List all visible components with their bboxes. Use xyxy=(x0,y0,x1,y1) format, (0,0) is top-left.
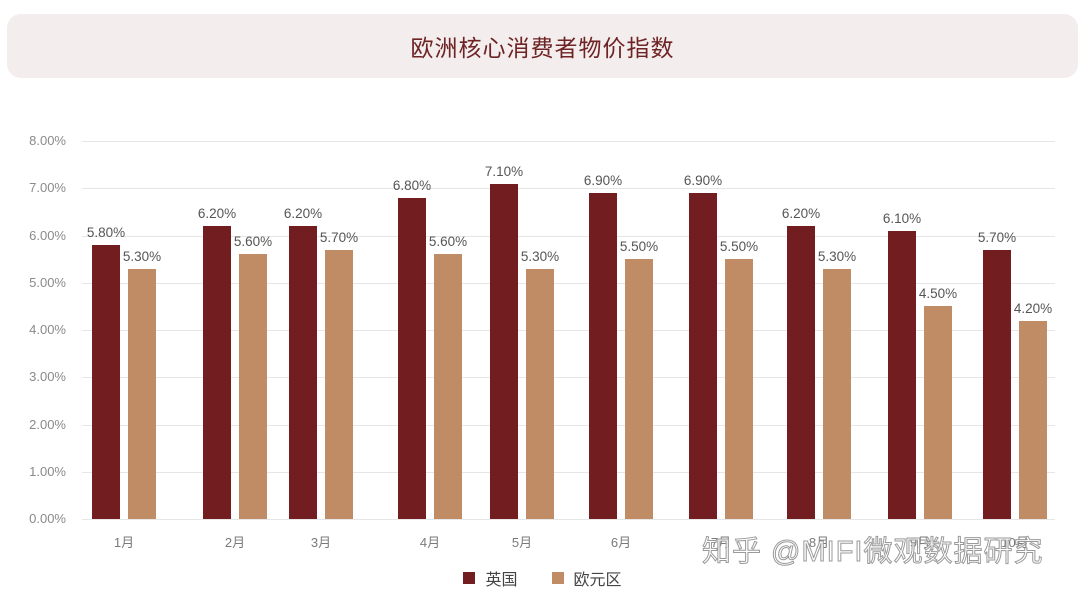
x-axis-tick-label: 2月 xyxy=(224,535,246,550)
data-label: 5.80% xyxy=(86,225,126,240)
bar-eurozone xyxy=(434,254,462,519)
data-label: 6.20% xyxy=(781,206,821,221)
data-label: 5.30% xyxy=(520,249,560,264)
y-axis-tick-label: 6.00% xyxy=(29,228,66,243)
gridline xyxy=(82,330,1055,331)
x-axis-tick-label: 8月 xyxy=(808,535,830,550)
legend-swatch-icon xyxy=(551,572,564,584)
bar-uk xyxy=(398,198,426,519)
gridline xyxy=(82,472,1055,473)
data-label: 6.20% xyxy=(197,206,237,221)
y-axis-tick-label: 7.00% xyxy=(29,180,66,195)
legend-swatch-icon xyxy=(463,572,476,584)
y-axis-tick-label: 8.00% xyxy=(29,133,66,148)
bar-uk xyxy=(203,226,231,519)
chart-legend: 英国 欧元区 xyxy=(0,566,1085,590)
data-label: 5.60% xyxy=(428,234,468,249)
bar-uk xyxy=(589,193,617,519)
y-axis-tick-label: 4.00% xyxy=(29,322,66,337)
bar-eurozone xyxy=(325,250,353,519)
x-axis-tick-label: 6月 xyxy=(610,535,632,550)
bar-uk xyxy=(983,250,1011,519)
data-label: 4.20% xyxy=(1013,301,1053,316)
data-label: 6.80% xyxy=(392,178,432,193)
data-label: 4.50% xyxy=(918,286,958,301)
bar-eurozone xyxy=(1019,321,1047,519)
data-label: 6.90% xyxy=(583,173,623,188)
x-axis-tick-label: 10月 xyxy=(1001,535,1029,550)
data-label: 7.10% xyxy=(484,164,524,179)
data-label: 5.30% xyxy=(122,249,162,264)
data-label: 6.20% xyxy=(283,206,323,221)
gridline xyxy=(82,236,1055,237)
data-label: 6.90% xyxy=(683,173,723,188)
bar-eurozone xyxy=(823,269,851,519)
gridline xyxy=(82,283,1055,284)
watermark: 知乎 @MIFI微观数据研究 xyxy=(701,536,1044,569)
y-axis-tick-label: 2.00% xyxy=(29,417,66,432)
legend-label: 英国 xyxy=(485,572,518,589)
bar-eurozone xyxy=(526,269,554,519)
data-label: 5.30% xyxy=(817,249,857,264)
data-label: 5.50% xyxy=(619,239,659,254)
x-axis-tick-label: 4月 xyxy=(419,535,441,550)
bar-uk xyxy=(490,184,518,519)
x-axis-tick-label: 5月 xyxy=(511,535,533,550)
data-label: 5.60% xyxy=(233,234,273,249)
bar-uk xyxy=(92,245,120,519)
gridline xyxy=(82,377,1055,378)
x-axis-tick-label: 3月 xyxy=(310,535,332,550)
bar-eurozone xyxy=(239,254,267,519)
gridline xyxy=(82,425,1055,426)
x-axis-tick-label: 7月 xyxy=(710,535,732,550)
y-axis-tick-label: 0.00% xyxy=(29,511,66,526)
data-label: 5.70% xyxy=(977,230,1017,245)
y-axis-tick-label: 1.00% xyxy=(29,464,66,479)
data-label: 5.70% xyxy=(319,230,359,245)
gridline xyxy=(82,141,1055,142)
gridline xyxy=(82,188,1055,189)
data-label: 5.50% xyxy=(719,239,759,254)
legend-item: 欧元区 xyxy=(551,566,622,590)
bar-eurozone xyxy=(128,269,156,519)
chart-title: 欧洲核心消费者物价指数 xyxy=(410,35,675,61)
legend-label: 欧元区 xyxy=(573,572,622,589)
chart-title-banner: 欧洲核心消费者物价指数 xyxy=(7,14,1078,78)
legend-item: 英国 xyxy=(463,566,518,590)
y-axis-tick-label: 5.00% xyxy=(29,275,66,290)
y-axis-tick-label: 3.00% xyxy=(29,369,66,384)
bar-uk xyxy=(289,226,317,519)
x-axis-tick-label: 9月 xyxy=(909,535,931,550)
bar-eurozone xyxy=(924,306,952,519)
bar-uk xyxy=(689,193,717,519)
bar-uk xyxy=(888,231,916,519)
bar-eurozone xyxy=(625,259,653,519)
gridline xyxy=(82,519,1055,520)
data-label: 6.10% xyxy=(882,211,922,226)
x-axis-tick-label: 1月 xyxy=(113,535,135,550)
bar-eurozone xyxy=(725,259,753,519)
bar-uk xyxy=(787,226,815,519)
